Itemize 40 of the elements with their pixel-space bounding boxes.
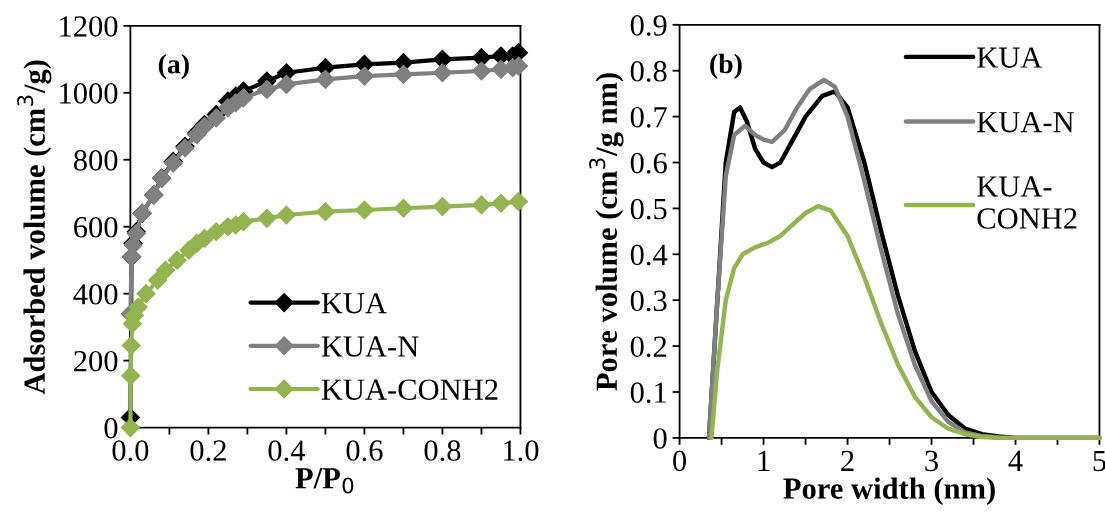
x-tick-label: 1.0 — [504, 440, 539, 461]
x-tick-label: 1 — [758, 450, 770, 471]
y-tick-label: 0.8 — [630, 61, 667, 82]
y-tick-label: 0.2 — [630, 336, 667, 358]
x-tick-label: 3 — [925, 450, 938, 472]
x-tick-label: 2 — [841, 450, 854, 471]
x-tick-label: 5 — [1093, 450, 1105, 472]
annotation: (b) — [710, 53, 742, 79]
x-tick-label: 0 — [673, 450, 687, 472]
y-tick-label: 0.1 — [630, 382, 666, 404]
x-tick-label: 0.8 — [424, 440, 461, 461]
x-tick-label: 0.0 — [112, 440, 149, 461]
y-tick-label: 1200 — [60, 16, 118, 37]
y-tick-label: 0.3 — [630, 290, 667, 312]
y-tick-label: 0.6 — [630, 152, 667, 174]
x-axis-title: Pore width (nm) — [783, 477, 995, 506]
y-tick-label: 400 — [73, 283, 118, 305]
annotation: (a) — [158, 53, 189, 80]
y-tick-label: 1000 — [60, 83, 118, 104]
x-tick-label: 4 — [1008, 450, 1023, 471]
legend-label: KUA — [977, 47, 1043, 68]
x-tick-label: 0.6 — [346, 440, 383, 461]
legend-label: KUA-CONH2 — [321, 379, 498, 400]
y-tick-label: 0.9 — [630, 15, 667, 36]
legend-label: KUA-N — [321, 336, 419, 357]
y-tick-label: 0.7 — [630, 106, 667, 128]
legend-label: KUA — [321, 293, 387, 314]
x-tick-label: 0.4 — [268, 440, 306, 461]
legend-label: KUA-N — [977, 111, 1074, 133]
legend-label: KUA- CONH2 — [977, 176, 1077, 229]
y-axis-title: Adsorbed volume (cm$^{3}$/g) — [17, 60, 52, 395]
y-tick-label: 0.5 — [630, 198, 667, 220]
y-tick-label: 800 — [73, 150, 118, 171]
x-axis-title: P/P$_{0}$ — [295, 468, 354, 494]
y-axis-title: Pore volume (cm$^{3}$/g nm) — [589, 73, 624, 391]
x-tick-label: 0.2 — [190, 440, 226, 461]
y-tick-label: 200 — [74, 350, 118, 372]
y-tick-label: 0 — [104, 417, 118, 439]
y-tick-label: 0.4 — [630, 244, 668, 266]
y-tick-label: 600 — [74, 216, 118, 238]
